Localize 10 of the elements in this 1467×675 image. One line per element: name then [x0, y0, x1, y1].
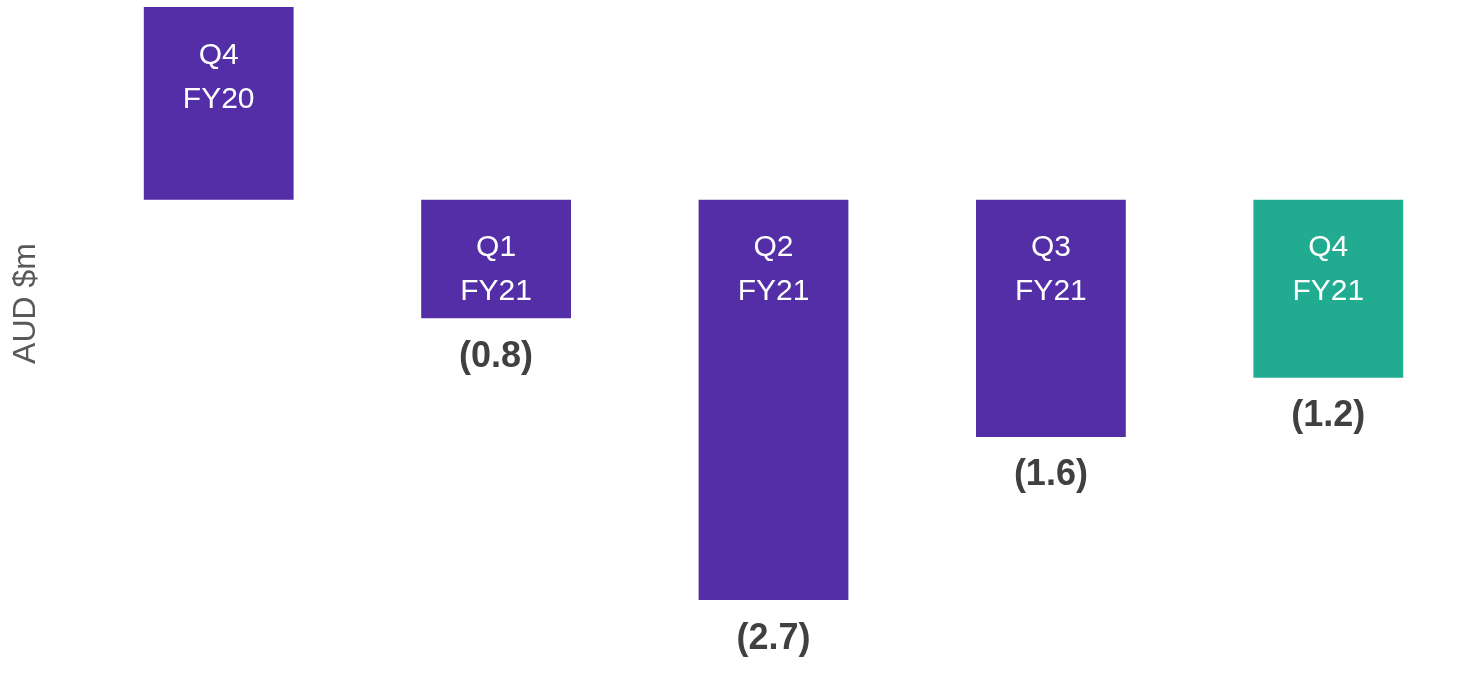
data-label: (0.8) [459, 333, 534, 375]
data-label: (1.2) [1291, 393, 1366, 435]
x-tick-label: Q4 FY21 [1292, 229, 1365, 307]
x-tick-label: Q1 FY21 [460, 229, 532, 307]
data-label: (1.6) [1013, 452, 1088, 494]
y-axis-title: AUD $m [6, 243, 42, 364]
x-tick-label: Q3 FY21 [1015, 229, 1087, 307]
x-tick-label: Q2 FY21 [737, 229, 810, 307]
data-label: (2.7) [736, 615, 811, 657]
x-tick-label: Q4 FY20 [182, 36, 255, 114]
